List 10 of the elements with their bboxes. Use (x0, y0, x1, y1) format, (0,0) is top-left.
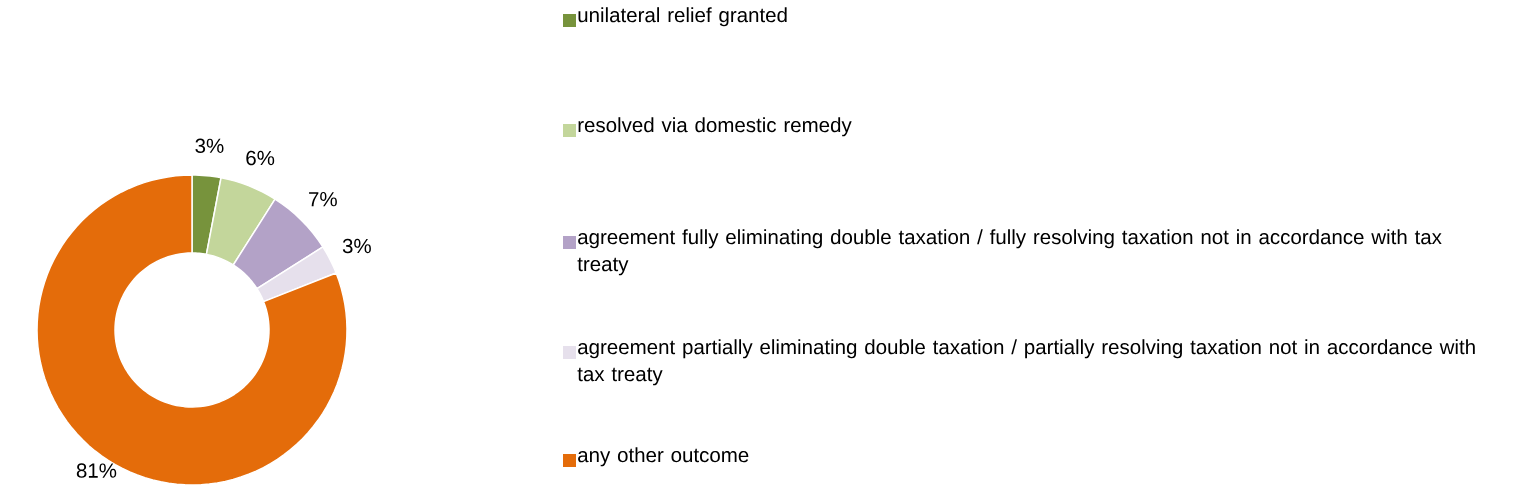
data-label: 81% (76, 463, 117, 478)
data-label: 7% (309, 192, 337, 207)
data-label: 6% (246, 150, 275, 166)
legend-label: unilateral relief granted (578, 7, 787, 27)
data-label: 3% (342, 238, 371, 254)
legend-label: agreement partially eliminating double taxation / partially resolving taxation not in accordance with tax treaty (577, 339, 1475, 386)
legend-label: any other outcome (578, 447, 749, 467)
legend-label: resolved via domestic remedy (578, 117, 852, 137)
data-label: 3% (195, 138, 224, 154)
legend-label: agreement fully eliminating double taxation / fully resolving taxation not in accordance with tax treaty (577, 229, 1442, 276)
